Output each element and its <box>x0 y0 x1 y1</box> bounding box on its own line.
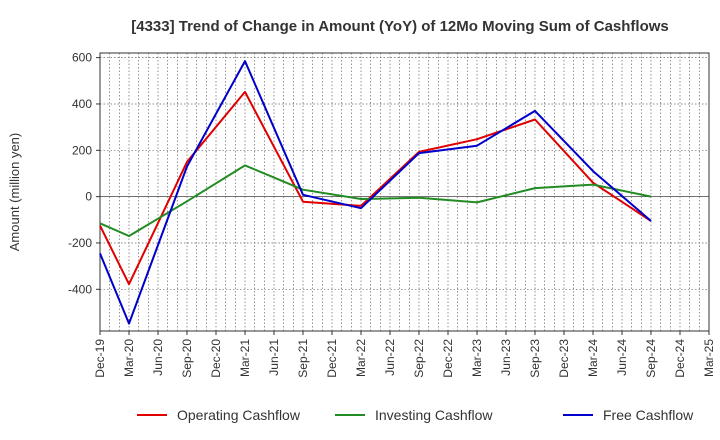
x-tick-label: Dec-19 <box>93 339 107 378</box>
x-tick-label: Mar-24 <box>586 339 600 377</box>
legend-label-2: Free Cashflow <box>603 407 694 423</box>
legend-label-0: Operating Cashflow <box>177 407 301 423</box>
y-tick-label: -400 <box>68 282 92 296</box>
x-tick-label: Jun-22 <box>383 339 397 376</box>
x-tick-label: Dec-22 <box>441 339 455 378</box>
x-tick-label: Mar-22 <box>354 339 368 377</box>
x-tick-label: Dec-23 <box>557 339 571 378</box>
x-tick-label: Sep-24 <box>644 339 658 378</box>
x-tick-label: Mar-21 <box>238 339 252 377</box>
series-line-0 <box>99 90 652 286</box>
x-tick-label: Mar-23 <box>470 339 484 377</box>
series-line-1 <box>99 164 652 237</box>
y-tick-label: 0 <box>85 190 92 204</box>
x-tick-label: Sep-20 <box>180 339 194 378</box>
x-tick-label: Sep-22 <box>412 339 426 378</box>
x-tick-label: Sep-23 <box>528 339 542 378</box>
y-tick-label: 400 <box>72 97 92 111</box>
series-line-2 <box>99 60 652 325</box>
chart-title: [4333] Trend of Change in Amount (YoY) o… <box>131 18 669 35</box>
x-tick-label: Jun-24 <box>615 339 629 376</box>
plot-area: 600 400 200 0 -200 -400 Dec-19 Mar-20 Jun-20 Sep-… <box>68 51 716 378</box>
y-tick-label: 200 <box>72 143 92 157</box>
x-tick-label: Sep-21 <box>296 339 310 378</box>
y-tick-label: -200 <box>68 236 92 250</box>
legend-label-1: Investing Cashflow <box>375 407 493 423</box>
x-tick-label: Jun-20 <box>151 339 165 376</box>
x-tick-label: Jun-21 <box>267 339 281 376</box>
legend: Operating Cashflow Investing Cashflow Free… <box>137 407 694 423</box>
x-tick-label: Dec-20 <box>209 339 223 378</box>
x-tick-label: Mar-25 <box>702 339 716 377</box>
x-tick-label: Mar-20 <box>122 339 136 377</box>
plot-frame <box>99 52 710 332</box>
x-tick-label: Jun-23 <box>499 339 513 376</box>
y-axis-label: Amount (million yen) <box>7 133 22 252</box>
x-tick-label: Dec-21 <box>325 339 339 378</box>
y-tick-label: 600 <box>72 51 92 65</box>
x-tick-label: Dec-24 <box>673 339 687 378</box>
